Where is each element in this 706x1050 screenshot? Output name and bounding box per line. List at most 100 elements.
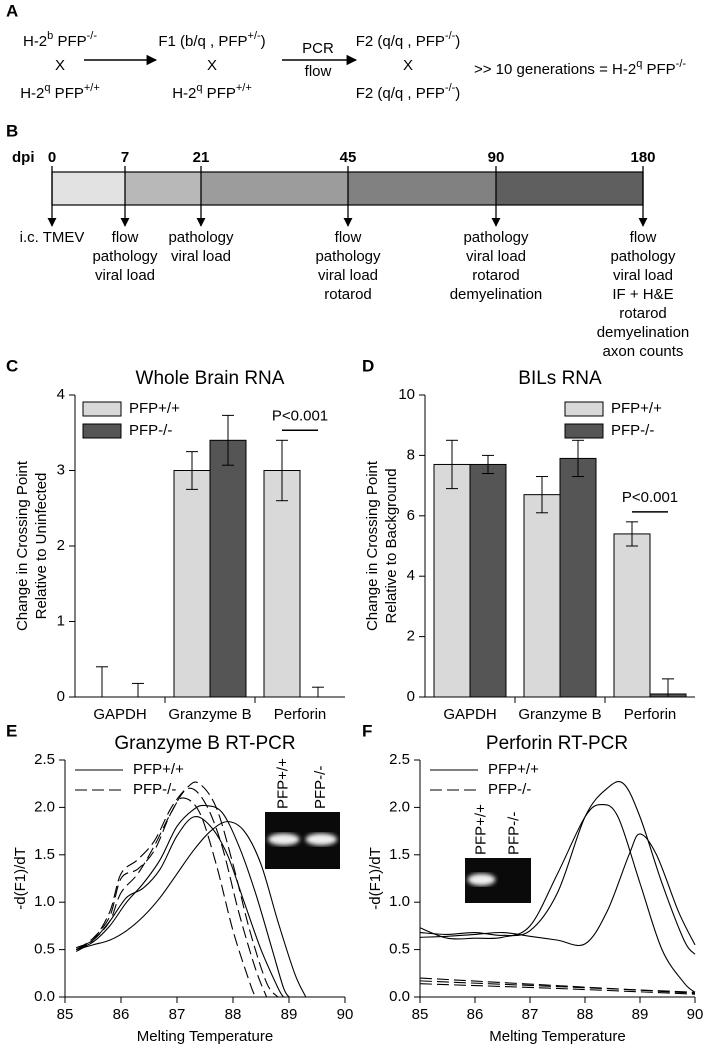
y-tick-label: 4	[57, 386, 65, 403]
event-label: i.c. TMEV	[20, 229, 85, 246]
superscript: q	[196, 82, 202, 94]
superscript: q	[44, 82, 50, 94]
legend-label: PFP-/-	[133, 781, 176, 798]
curve	[75, 797, 256, 998]
axis-label: dpi	[12, 149, 35, 166]
x-tick-label: 86	[467, 1006, 484, 1023]
superscript: -/-	[676, 58, 687, 70]
y-tick-label: 0	[407, 688, 415, 705]
x-tick-label: 86	[113, 1006, 130, 1023]
event-label: pathology	[315, 248, 381, 265]
y-tick-label: 2	[407, 628, 415, 645]
curve	[75, 787, 268, 998]
event-label: viral load	[318, 267, 378, 284]
curve	[75, 804, 290, 998]
y-tick-label: 0.5	[34, 941, 55, 958]
cross: X	[55, 57, 65, 74]
error-bar	[446, 439, 458, 490]
y-axis-label: Relative to Uninfected	[33, 473, 50, 620]
curve	[75, 781, 279, 998]
timepoint: 0	[48, 149, 56, 166]
arrow-label: PCR	[302, 40, 334, 57]
y-tick-label: 1.5	[389, 846, 410, 863]
error-bar	[312, 686, 324, 697]
label: F1 (b/q , PFP+/-)	[158, 30, 265, 50]
label: H-2b PFP-/-	[23, 30, 97, 50]
bar	[173, 470, 211, 698]
error-bar	[276, 439, 288, 502]
x-axis-label: Melting Temperature	[137, 1028, 273, 1045]
bar	[209, 439, 247, 698]
x-tick-label: Perforin	[624, 706, 677, 723]
x-tick-label: GAPDH	[443, 706, 496, 723]
x-tick-label: 85	[412, 1006, 429, 1023]
y-tick-label: 8	[407, 446, 415, 463]
event-label: flow	[630, 229, 657, 246]
label: F2 (q/q , PFP-/-)	[356, 30, 461, 50]
event-label: pathology	[463, 229, 529, 246]
x-tick-label: Granzyme B	[168, 706, 251, 723]
y-axis-label: Change in Crossing Point	[14, 460, 31, 631]
timepoint: 21	[193, 149, 210, 166]
y-axis-label: Change in Crossing Point	[364, 460, 381, 631]
text-part: F2 (q/q , PFP	[356, 85, 445, 102]
y-tick-label: 2.5	[34, 751, 55, 768]
y-tick-label: 2	[57, 537, 65, 554]
y-tick-label: 0.5	[389, 941, 410, 958]
event-label: pathology	[168, 229, 234, 246]
panel-letter: D	[362, 356, 374, 375]
y-tick-label: 1.5	[34, 846, 55, 863]
event-label: rotarod	[619, 305, 667, 322]
cross: X	[403, 57, 413, 74]
bar	[613, 533, 651, 698]
error-bar	[572, 439, 584, 478]
bar	[523, 494, 561, 698]
text-part: H-2	[23, 33, 47, 50]
legend-label: PFP+/+	[129, 400, 180, 417]
curve	[419, 803, 696, 993]
curve	[75, 816, 284, 998]
timeline-segment	[201, 172, 348, 205]
text-part: F2 (q/q , PFP	[356, 33, 445, 50]
timepoint: 7	[121, 149, 129, 166]
annotation: P<0.001	[622, 489, 678, 506]
text-part: )	[261, 33, 266, 50]
legend-label: PFP+/+	[611, 400, 662, 417]
event-label: rotarod	[472, 267, 520, 284]
superscript: b	[47, 30, 53, 42]
bar	[263, 470, 301, 698]
timepoint: 90	[488, 149, 505, 166]
text-part: )	[455, 33, 460, 50]
superscript: -/-	[445, 30, 456, 42]
chart-title: Granzyme B RT-PCR	[114, 733, 295, 754]
timeline-segment	[348, 172, 496, 205]
chart-title: Perforin RT-PCR	[486, 733, 628, 754]
y-tick-label: 1.0	[34, 893, 55, 910]
gel-lane-label: PFP+/+	[472, 804, 489, 855]
event-label: pathology	[610, 248, 676, 265]
curve	[419, 983, 696, 995]
superscript: -/-	[87, 30, 98, 42]
event-label: viral load	[466, 248, 526, 265]
panel-letter: B	[6, 121, 18, 140]
x-tick-label: Perforin	[274, 706, 327, 723]
cross: X	[207, 57, 217, 74]
x-tick-label: GAPDH	[93, 706, 146, 723]
timeline-segment	[125, 172, 201, 205]
curve	[76, 821, 307, 998]
event-label: rotarod	[324, 286, 372, 303]
panel-letter: E	[6, 721, 17, 740]
chart-title: Whole Brain RNA	[136, 368, 285, 389]
error-bar	[96, 666, 108, 697]
x-axis-label: Melting Temperature	[489, 1028, 625, 1045]
y-tick-label: 1.0	[389, 893, 410, 910]
event-label: viral load	[171, 248, 231, 265]
event-label: axon counts	[603, 343, 684, 360]
text-part: PFP	[51, 85, 84, 102]
annotation: P<0.001	[272, 407, 328, 424]
error-bar	[626, 521, 638, 547]
gel-band	[467, 873, 496, 886]
gel-band	[305, 833, 337, 846]
text-part: H-2	[20, 85, 44, 102]
